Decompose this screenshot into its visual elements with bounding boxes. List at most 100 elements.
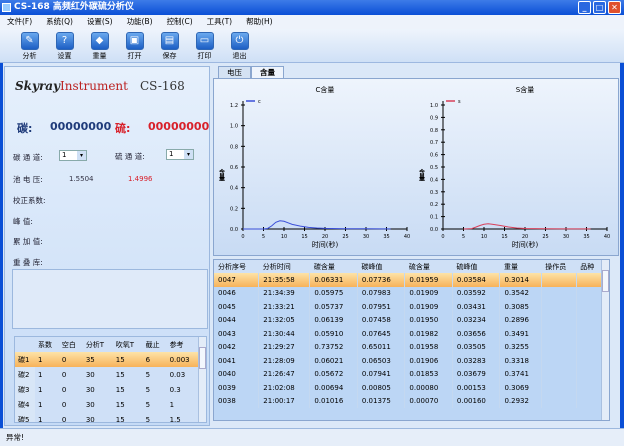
table-cell: 0046 <box>214 286 260 300</box>
table-cell <box>576 273 603 287</box>
c-channel-label: 碳 通 道: <box>13 153 43 162</box>
toolbar-button-4[interactable]: ▤ 保存 <box>152 29 187 62</box>
peak-label: 峰 值: <box>13 217 33 226</box>
table-cell: 碳3 <box>15 382 35 397</box>
table-cell <box>541 313 577 327</box>
scrollbar[interactable] <box>601 260 609 420</box>
column-header[interactable]: 分析序号 <box>214 260 259 273</box>
table-cell: 0.07951 <box>357 300 406 314</box>
table-row[interactable]: 0044 21:32:05 0.06139 0.07458 0.01950 0.03234… <box>214 313 603 327</box>
table-row[interactable]: 碳5 1 0 30 15 5 1.5 <box>15 412 199 423</box>
table-row[interactable]: 0040 21:26:47 0.05672 0.07941 0.01853 0.03679… <box>214 367 603 381</box>
toolbar-button-5[interactable]: ▭ 打印 <box>187 29 222 62</box>
menu-item[interactable]: 控制(C) <box>166 17 193 26</box>
x-tick-label: 20 <box>522 234 528 240</box>
table-cell: 0.73752 <box>309 340 358 354</box>
table-cell <box>541 286 577 300</box>
y-tick-label: 0.4 <box>230 186 238 192</box>
table-row[interactable]: 0042 21:29:27 0.73752 0.65011 0.01958 0.03505… <box>214 340 603 354</box>
table-cell: 0.3085 <box>499 300 542 314</box>
tab-1[interactable]: 含量 <box>251 66 284 79</box>
menu-item[interactable]: 帮助(H) <box>246 17 273 26</box>
table-row[interactable]: 碳3 1 0 30 15 5 0.3 <box>15 382 199 397</box>
close-button[interactable]: ✕ <box>608 1 621 14</box>
x-tick-label: 40 <box>604 234 610 240</box>
maximize-button[interactable]: □ <box>593 1 606 14</box>
column-header: 分析T <box>85 340 105 349</box>
logo-brand: Skyray <box>15 79 61 93</box>
table-row[interactable]: 0047 21:35:58 0.06331 0.07736 0.01959 0.03584… <box>214 273 603 287</box>
x-tick-label: 0 <box>441 234 444 240</box>
table-cell: 21:33:21 <box>258 300 311 314</box>
menu-item[interactable]: 系统(Q) <box>46 17 73 26</box>
results-table: 分析序号 分析时间 碳含量 碳峰值 硫含量 硫峰值 重量 操作员 品种 0047 21:35:58 0… <box>213 259 610 421</box>
message-box[interactable] <box>12 269 208 329</box>
table-cell: 0042 <box>214 340 260 354</box>
table-cell: 碳2 <box>15 367 35 382</box>
scrollbar[interactable] <box>198 337 206 422</box>
toolbar-label: 重量 <box>92 52 107 60</box>
s-channel-select[interactable]: 1 ▾ <box>166 149 194 160</box>
table-cell: 0.07983 <box>357 286 406 300</box>
toolbar-button-0[interactable]: ✎ 分析 <box>12 29 47 62</box>
sulfur-value: 00000000 <box>148 120 210 133</box>
chevron-down-icon[interactable]: ▾ <box>184 150 193 159</box>
column-header: 截止 <box>145 340 160 349</box>
toolbar-button-3[interactable]: ▣ 打开 <box>117 29 152 62</box>
y-tick-label: 0.6 <box>430 153 438 159</box>
table-row[interactable]: 0039 21:02:08 0.00694 0.00805 0.00080 0.00153… <box>214 381 603 395</box>
menu-item[interactable]: 工具(T) <box>206 17 233 26</box>
minimize-button[interactable]: _ <box>578 1 591 14</box>
table-cell: 0.05737 <box>309 300 358 314</box>
table-cell: 0041 <box>214 354 260 368</box>
table-cell <box>576 340 603 354</box>
x-tick-label: 5 <box>462 234 465 240</box>
table-cell: 15 <box>115 370 125 379</box>
table-cell: 0.003 <box>166 352 199 367</box>
menu-bar: 文件(F) 系统(Q) 设置(S) 功能(B) 控制(C) 工具(T) 帮助(H) <box>0 15 624 29</box>
table-row[interactable]: 0046 21:34:39 0.05975 0.07983 0.01909 0.03592… <box>214 286 603 300</box>
table-cell: 0.00160 <box>452 394 501 408</box>
table-cell: 5 <box>145 385 151 394</box>
tab-0[interactable]: 电压 <box>218 66 251 79</box>
menu-item[interactable]: 文件(F) <box>7 17 33 26</box>
table-row[interactable]: 0045 21:33:21 0.05737 0.07951 0.01909 0.03431… <box>214 300 603 314</box>
table-row[interactable]: 0041 21:28:09 0.06021 0.06503 0.01906 0.03283… <box>214 354 603 368</box>
table-cell: 30 <box>85 400 95 409</box>
toolbar-button-1[interactable]: ? 设置 <box>47 29 82 62</box>
table-row[interactable]: 碳2 1 0 30 15 5 0.03 <box>15 367 199 382</box>
menu-item[interactable]: 设置(S) <box>86 17 113 26</box>
table-cell: 0.03 <box>169 370 186 379</box>
table-cell: 0043 <box>214 327 260 341</box>
table-cell <box>576 313 603 327</box>
column-header[interactable]: 重量 <box>499 260 542 273</box>
table-cell <box>576 300 603 314</box>
x-tick-label: 35 <box>583 234 589 240</box>
column-header[interactable]: 碳峰值 <box>357 260 405 273</box>
column-header[interactable]: 碳含量 <box>309 260 358 273</box>
table-row[interactable]: 碳4 1 0 30 15 5 1 <box>15 397 199 412</box>
column-header[interactable]: 硫含量 <box>404 260 453 273</box>
table-cell: 0.06503 <box>357 354 406 368</box>
c-channel-select[interactable]: 1 ▾ <box>59 150 87 161</box>
table-cell: 0044 <box>214 313 260 327</box>
column-header[interactable]: 品种 <box>576 260 602 273</box>
table-cell: 0.05975 <box>309 286 358 300</box>
table-row[interactable]: 0043 21:30:44 0.05910 0.07645 0.01982 0.03656… <box>214 327 603 341</box>
column-header[interactable]: 硫峰值 <box>452 260 500 273</box>
window-border-left <box>0 15 3 446</box>
window-title: CS-168 高频红外碳硫分析仪 <box>14 2 134 12</box>
x-tick-label: 15 <box>301 234 307 240</box>
column-header[interactable]: 操作员 <box>541 260 577 273</box>
chevron-down-icon[interactable]: ▾ <box>77 151 86 160</box>
table-cell: 15 <box>115 415 125 423</box>
table-cell: 0.3 <box>169 385 181 394</box>
toolbar-button-6[interactable]: ⏻ 退出 <box>222 29 257 62</box>
table-row[interactable]: 0038 21:00:17 0.01016 0.01375 0.00070 0.00160… <box>214 394 603 408</box>
table-cell <box>541 354 577 368</box>
table-cell: 0.01982 <box>404 327 453 341</box>
column-header[interactable]: 分析时间 <box>258 260 310 273</box>
toolbar-button-2[interactable]: ◆ 重量 <box>82 29 117 62</box>
table-row[interactable]: 碳1 1 0 35 15 6 0.003 <box>15 352 199 367</box>
menu-item[interactable]: 功能(B) <box>126 17 153 26</box>
